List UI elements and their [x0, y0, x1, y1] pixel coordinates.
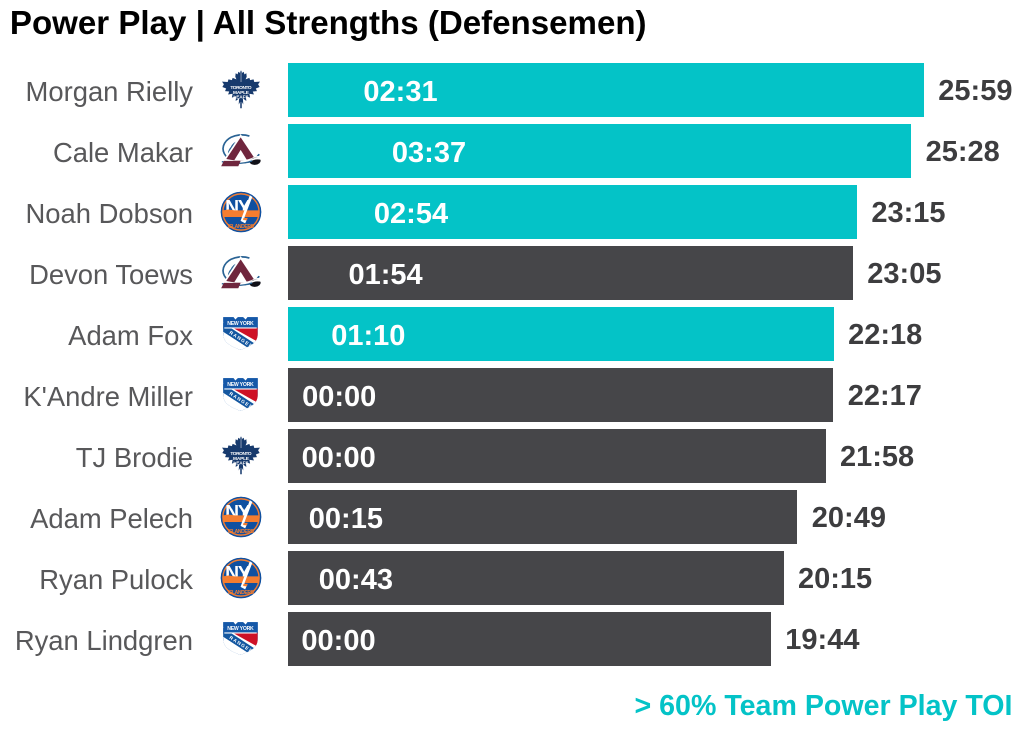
- svg-text:NEW YORK: NEW YORK: [227, 322, 254, 328]
- svg-text:ISLANDERS: ISLANDERS: [227, 590, 254, 596]
- svg-text:LEAFS: LEAFS: [233, 461, 248, 467]
- svg-text:TORONTO: TORONTO: [230, 451, 252, 457]
- svg-text:NEW YORK: NEW YORK: [227, 627, 254, 633]
- svg-text:NEW YORK: NEW YORK: [227, 383, 254, 389]
- svg-text:ISLANDERS: ISLANDERS: [227, 529, 254, 535]
- svg-text:MAPLE: MAPLE: [233, 90, 249, 96]
- svg-text:MAPLE: MAPLE: [233, 456, 249, 462]
- svg-text:TORONTO: TORONTO: [230, 85, 252, 91]
- svg-text:ISLANDERS: ISLANDERS: [227, 224, 254, 230]
- svg-text:LEAFS: LEAFS: [233, 95, 248, 101]
